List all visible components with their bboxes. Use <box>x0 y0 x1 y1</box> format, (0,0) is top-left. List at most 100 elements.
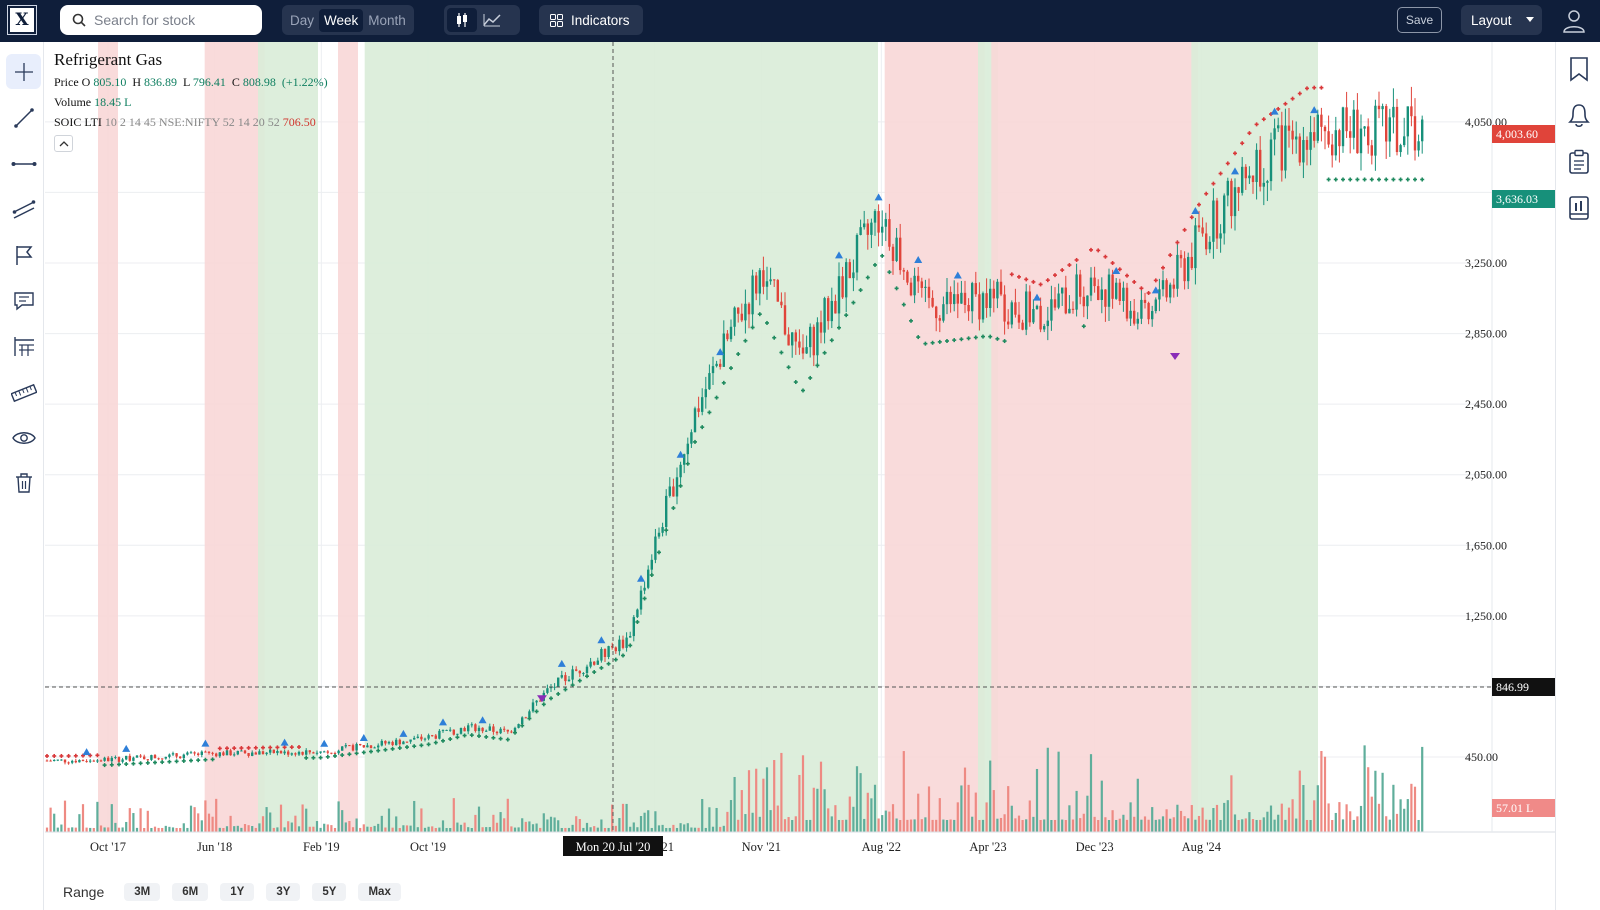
x-axis-tick-label: Dec '23 <box>1076 840 1114 854</box>
bell-icon[interactable] <box>1564 100 1594 130</box>
candle-body <box>438 730 441 739</box>
candle-body <box>1172 284 1175 289</box>
candle-body <box>672 486 675 497</box>
candle-body <box>99 760 103 762</box>
crosshair-icon[interactable] <box>6 54 41 89</box>
collapse-legend-button[interactable] <box>54 135 73 152</box>
candle-body <box>1410 106 1413 117</box>
volume-bar <box>542 813 545 832</box>
timeframe-month[interactable]: Month <box>368 12 406 28</box>
volume-bar <box>114 822 117 832</box>
volume-bar <box>942 819 945 832</box>
volume-bar <box>60 824 63 832</box>
range-5y-button[interactable]: 5Y <box>312 882 347 901</box>
volume-bar <box>110 804 113 832</box>
range-3y-button[interactable]: 3Y <box>266 882 301 901</box>
volume-bar <box>1352 819 1355 832</box>
candle-body <box>359 743 362 746</box>
candle-body <box>1179 254 1183 259</box>
volume-bar <box>121 827 124 832</box>
volume-bar <box>1057 751 1060 832</box>
volume-bar <box>1194 819 1197 832</box>
volume-bar <box>837 819 841 832</box>
volume-bar <box>326 824 329 832</box>
range-6m-button[interactable]: 6M <box>172 882 209 901</box>
candle-body <box>1413 116 1417 151</box>
range-max-button[interactable]: Max <box>358 882 401 901</box>
volume-bar <box>1172 817 1175 832</box>
save-button[interactable]: Save <box>1397 7 1442 33</box>
candle-body <box>1043 326 1046 330</box>
clipboard-icon[interactable] <box>1564 147 1594 177</box>
timeframe-day[interactable]: Day <box>290 12 315 28</box>
volume-bar <box>809 819 812 832</box>
candle-body <box>1298 136 1301 163</box>
x-axis-tick-label: Oct '19 <box>410 840 446 854</box>
candle-body <box>1338 130 1341 147</box>
candlestick-icon[interactable] <box>447 8 477 32</box>
comment-icon[interactable] <box>6 283 41 318</box>
horizontal-line-icon[interactable] <box>6 146 41 181</box>
volume-bar <box>686 823 689 832</box>
candle-body <box>773 279 776 281</box>
search-input[interactable] <box>94 12 254 28</box>
layout-button[interactable]: Layout <box>1461 5 1542 35</box>
candle-body <box>1248 175 1251 179</box>
volume-bar <box>992 790 995 832</box>
price-chart[interactable]: 4,050.003,250.002,850.002,450.002,050.00… <box>45 42 1555 874</box>
volume-bar <box>254 827 257 832</box>
range-3m-button[interactable]: 3M <box>124 882 161 901</box>
fib-icon[interactable] <box>6 328 41 363</box>
line-chart-icon[interactable] <box>477 8 507 32</box>
indicator-row[interactable]: SOIC LTI 10 2 14 45 NSE:NIFTY 52 14 20 5… <box>54 115 328 130</box>
chevron-down-icon <box>1525 17 1534 22</box>
flag-icon[interactable] <box>6 237 41 272</box>
range-1y-button[interactable]: 1Y <box>220 882 255 901</box>
volume-bar <box>683 824 686 832</box>
volume-bar <box>197 813 200 832</box>
volume-bar <box>989 760 992 832</box>
volume-bar <box>1143 816 1147 832</box>
candle-body <box>1003 294 1006 322</box>
volume-bar <box>337 801 340 832</box>
volume-bar <box>549 816 553 832</box>
app-logo[interactable]: X <box>7 5 37 35</box>
candle-body <box>1327 131 1330 145</box>
volume-bar <box>913 819 916 832</box>
volume-bar <box>243 824 247 832</box>
candle-body <box>780 301 783 306</box>
candle-body <box>1223 195 1226 234</box>
candle-body <box>1266 181 1269 183</box>
trash-icon[interactable] <box>6 465 41 500</box>
timeframe-week[interactable]: Week <box>319 8 364 32</box>
volume-bar <box>611 804 614 832</box>
volume-bar <box>740 790 743 832</box>
candle-body <box>168 754 171 757</box>
report-icon[interactable] <box>1564 193 1594 223</box>
parallel-channel-icon[interactable] <box>6 191 41 226</box>
user-profile-icon[interactable] <box>1560 7 1588 35</box>
candle-body <box>1399 145 1402 153</box>
candle-body <box>1082 296 1085 307</box>
candle-body <box>1302 140 1305 163</box>
candle-body <box>1118 282 1121 301</box>
bookmark-icon[interactable] <box>1564 54 1594 84</box>
x-axis-tick-label: Feb '19 <box>303 840 340 854</box>
candle-body <box>902 270 905 272</box>
volume-bar <box>1035 768 1039 832</box>
candle-body <box>917 275 920 282</box>
candle-body <box>888 219 891 247</box>
volume-bar <box>200 820 203 832</box>
candle-body <box>1010 302 1013 325</box>
candle-body <box>1107 274 1111 307</box>
volume-bar <box>175 827 178 832</box>
eye-icon[interactable] <box>6 420 41 455</box>
trend-line-icon[interactable] <box>6 100 41 135</box>
indicators-button[interactable]: Indicators <box>539 5 643 35</box>
crosshair-date-label: Mon 20 Jul '20 <box>563 836 663 856</box>
search-box[interactable] <box>60 5 262 35</box>
volume-bar <box>409 825 412 832</box>
ruler-icon[interactable] <box>6 375 41 410</box>
volume-bar <box>1140 819 1143 832</box>
candle-body <box>636 609 639 618</box>
